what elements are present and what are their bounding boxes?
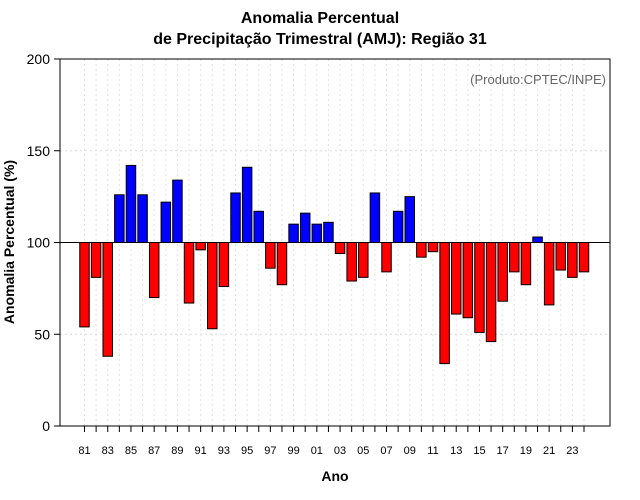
bars (79, 164, 590, 365)
bar-19 (520, 242, 532, 286)
bar-12 (439, 242, 450, 365)
bar-86 (137, 194, 148, 243)
bar-84 (114, 194, 125, 243)
chart-title-line1: Anomalia Percentual (240, 10, 400, 27)
bar-08 (392, 210, 404, 243)
x-tick-label: 21 (543, 445, 555, 457)
bar-09 (404, 196, 416, 243)
y-tick-label: 200 (27, 51, 51, 67)
bar-95 (241, 166, 253, 243)
bar-02 (323, 221, 334, 244)
bar-16 (485, 242, 497, 343)
bar-10 (416, 242, 427, 258)
bar-24 (578, 242, 590, 273)
bar-11 (427, 242, 439, 253)
bar-13 (450, 242, 462, 315)
bar-92 (207, 242, 218, 330)
bar-99 (288, 223, 299, 243)
bar-87 (148, 242, 160, 299)
x-tick-label: 01 (311, 445, 323, 457)
x-tick-label: 13 (450, 445, 462, 457)
bar-20 (532, 236, 543, 243)
x-tick-label: 99 (287, 445, 299, 457)
bar-81 (79, 242, 90, 328)
bar-96 (253, 210, 264, 243)
x-tick-label: 09 (404, 445, 416, 457)
x-tick-label: 97 (264, 445, 276, 457)
x-tick-label: 03 (334, 445, 346, 457)
bar-83 (102, 242, 113, 357)
x-tick-label: 11 (427, 445, 438, 457)
bar-94 (230, 192, 241, 243)
x-tick-label: 15 (473, 445, 485, 457)
x-tick-label: 07 (380, 445, 392, 457)
y-tick-label: 0 (42, 418, 50, 434)
x-axis-label: Ano (321, 468, 348, 484)
bar-93 (218, 242, 230, 288)
bar-14 (462, 242, 474, 319)
bar-97 (265, 242, 276, 269)
y-axis-label: Anomalia Percentual (%) (1, 160, 17, 324)
grid-lines (60, 59, 610, 426)
bar-22 (555, 242, 567, 271)
bar-82 (90, 242, 102, 278)
bar-05 (358, 242, 369, 278)
bar-06 (369, 192, 381, 243)
bar-23 (567, 242, 578, 278)
bar-04 (346, 242, 357, 282)
bar-01 (311, 223, 323, 243)
bar-21 (543, 242, 555, 306)
bar-89 (172, 179, 183, 243)
x-tick-label: 17 (497, 445, 509, 457)
y-axis: 0 50 100 150 200 (27, 51, 60, 434)
y-tick-label: 50 (34, 326, 50, 342)
y-tick-label: 150 (27, 143, 51, 159)
bar-88 (160, 201, 172, 244)
x-tick-label: 93 (218, 445, 230, 457)
x-tick-label: 87 (148, 445, 160, 457)
x-axis: 81 83 85 87 89 91 93 95 97 99 01 03 05 07 09 11 13 15 17 19… (78, 426, 585, 457)
bar-98 (276, 242, 288, 286)
bar-91 (195, 242, 206, 251)
bar-15 (474, 242, 485, 333)
x-tick-label: 23 (566, 445, 578, 457)
x-tick-label: 91 (195, 445, 207, 457)
credit-text: (Produto:CPTEC/INPE) (470, 72, 606, 87)
chart-title-line2: de Precipitação Trimestral (AMJ): Região… (153, 31, 487, 48)
x-tick-label: 05 (357, 445, 369, 457)
x-tick-label: 85 (125, 445, 137, 457)
bar-07 (381, 242, 392, 273)
bar-03 (334, 242, 346, 255)
x-tick-label: 89 (171, 445, 183, 457)
x-tick-label: 81 (78, 445, 90, 457)
bar-17 (497, 242, 508, 302)
x-tick-label: 95 (241, 445, 253, 457)
bar-00 (299, 212, 311, 243)
bar-90 (183, 242, 195, 304)
x-tick-label: 83 (102, 445, 114, 457)
bar-85 (125, 164, 137, 243)
bar-18 (509, 242, 520, 273)
y-tick-label: 100 (27, 235, 51, 251)
x-tick-label: 19 (520, 445, 532, 457)
